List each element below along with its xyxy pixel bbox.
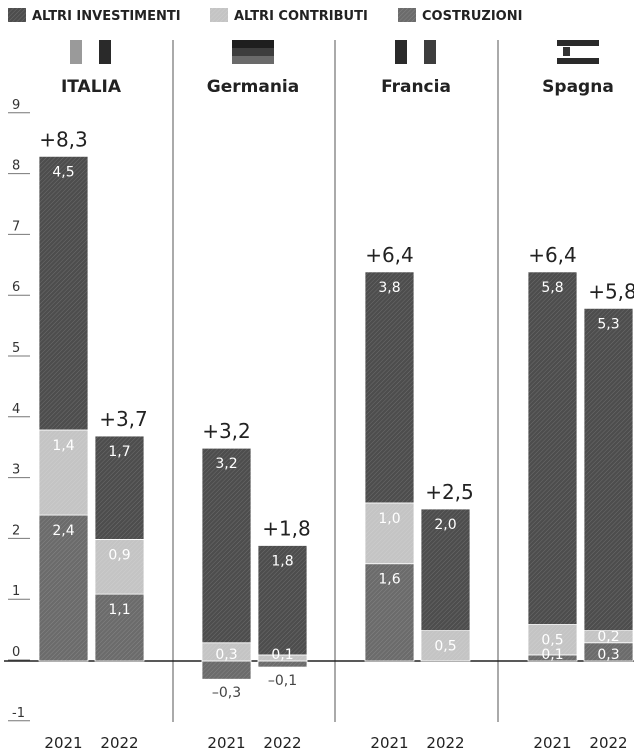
y-tick-label: 3 [12, 463, 20, 478]
data-label: 3,8 [378, 280, 400, 296]
y-tick-label: 1 [12, 584, 20, 599]
bar-segment-texture [258, 654, 307, 661]
data-label: 1,6 [378, 572, 400, 588]
y-tick-label: 9 [12, 98, 20, 113]
france-flag-icon [395, 40, 436, 64]
data-label: 0,5 [434, 639, 456, 655]
data-label: 1,8 [271, 553, 293, 569]
data-label: 0,3 [597, 647, 619, 663]
y-tick-label: 4 [12, 402, 20, 417]
data-label: 1,4 [52, 438, 74, 454]
bar-segment-texture [95, 436, 144, 540]
bar-segment-texture [39, 156, 88, 430]
total-label: +6,4 [528, 243, 577, 267]
italy-flag-icon [70, 40, 111, 64]
bar-segment-texture [365, 502, 414, 564]
data-label: 0,2 [597, 629, 619, 645]
spain-flag-icon [557, 40, 599, 64]
data-label: 0,1 [271, 647, 293, 663]
bar-segment-texture [421, 630, 470, 661]
total-label: +5,8 [588, 279, 634, 303]
x-tick-label: 2021 [44, 734, 82, 752]
y-tick-label: 5 [12, 341, 20, 356]
data-label: 2,4 [52, 523, 74, 539]
total-label: +3,2 [202, 419, 251, 443]
data-label: 4,5 [52, 164, 74, 180]
bar-segment-texture [39, 515, 88, 661]
x-tick-label: 2021 [370, 734, 408, 752]
legend: ALTRI INVESTIMENTI ALTRI CONTRIBUTI COSTRU… [8, 8, 522, 24]
labels: 2,4 1,4 4,5 +8,3 2021 1,1 0,9 1,7 +3,7 2022 –0,3 0,… [39, 127, 634, 752]
total-label: +8,3 [39, 127, 88, 151]
y-tick-label: 2 [12, 523, 20, 538]
y-tick-label: 0 [12, 645, 20, 660]
data-label: 0,9 [108, 547, 130, 563]
bar-segment-texture [258, 661, 307, 668]
bar-segment-texture [202, 642, 251, 661]
bars [38, 155, 634, 680]
bar-segment-texture [202, 448, 251, 643]
legend-swatch-texture [210, 8, 228, 22]
country-label: Spagna [542, 77, 614, 97]
data-label: 5,3 [597, 316, 619, 332]
legend-label: COSTRUZIONI [422, 9, 522, 24]
data-label: 5,8 [541, 280, 563, 296]
bar-segment-texture [584, 308, 633, 631]
bar-segment-texture [365, 563, 414, 661]
total-label: +1,8 [262, 516, 311, 540]
data-label: –0,3 [212, 685, 241, 701]
x-tick-label: 2022 [426, 734, 464, 752]
data-label: 2,0 [434, 517, 456, 533]
country-label: ITALIA [61, 77, 122, 97]
data-label: 1,0 [378, 511, 400, 527]
data-label: 1,1 [108, 602, 130, 618]
x-tick-label: 2022 [100, 734, 138, 752]
total-label: +6,4 [365, 243, 414, 267]
x-tick-label: 2021 [533, 734, 571, 752]
bar-segment-texture [528, 624, 577, 655]
legend-swatch-texture [398, 8, 416, 22]
bar-segment-texture [528, 654, 577, 661]
bar-segment-texture [528, 271, 577, 625]
legend-swatch-texture [8, 8, 26, 22]
y-tick-label: 8 [12, 159, 20, 174]
country-label: Germania [207, 77, 299, 97]
bar-segment-texture [584, 630, 633, 643]
y-tick-label: 6 [12, 280, 20, 295]
y-tick-label: 7 [12, 219, 20, 234]
bar-segment-texture [95, 539, 144, 595]
bar-segment-texture [39, 429, 88, 516]
data-label: 1,7 [108, 444, 130, 460]
y-tick-label: -1 [12, 706, 25, 721]
legend-label: ALTRI INVESTIMENTI [32, 9, 181, 24]
country-label: Francia [381, 77, 451, 97]
data-label: –0,1 [268, 673, 297, 689]
bar-segment-texture [584, 642, 633, 661]
data-label: 3,2 [215, 456, 237, 472]
germany-flag-icon [232, 40, 274, 64]
data-label: 0,1 [541, 647, 563, 663]
x-tick-label: 2021 [207, 734, 245, 752]
bar-segment-texture [365, 271, 414, 503]
bar-segment-texture [421, 509, 470, 631]
total-label: +2,5 [425, 480, 474, 504]
data-label: 0,5 [541, 633, 563, 649]
bar-segment-texture [202, 661, 251, 680]
x-tick-label: 2022 [589, 734, 627, 752]
x-tick-label: 2022 [263, 734, 301, 752]
legend-label: ALTRI CONTRIBUTI [234, 9, 368, 24]
total-label: +3,7 [99, 407, 148, 431]
bar-segment-texture [258, 545, 307, 655]
flags: ITALIA Germania Francia Spagna [61, 40, 614, 97]
bar-segment-texture [95, 594, 144, 661]
data-label: 0,3 [215, 647, 237, 663]
